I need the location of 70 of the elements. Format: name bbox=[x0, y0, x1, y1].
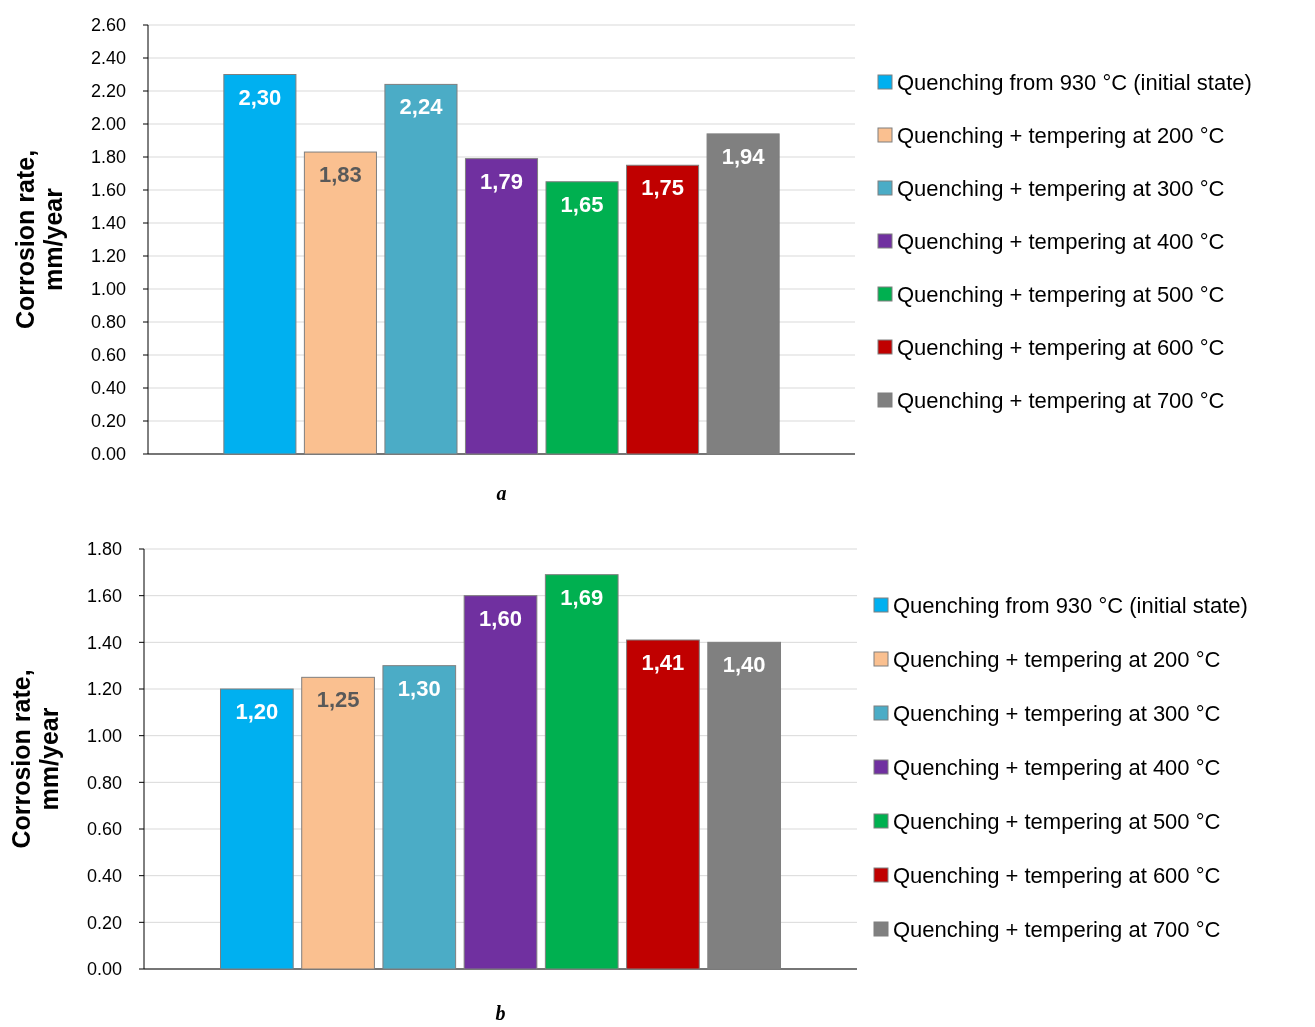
bar bbox=[545, 181, 619, 455]
bar bbox=[464, 158, 539, 455]
bar bbox=[219, 688, 294, 970]
legend-label: Quenching + tempering at 200 °C bbox=[897, 122, 1225, 148]
y-tick-label: 0.20 bbox=[86, 912, 122, 933]
legend-label: Quenching + tempering at 500 °C bbox=[897, 281, 1225, 307]
y-tick-label: 2.40 bbox=[90, 48, 126, 69]
bar bbox=[707, 641, 782, 970]
y-tick-label: 0.80 bbox=[86, 772, 122, 793]
bar bbox=[303, 151, 377, 455]
y-tick-label: 1.40 bbox=[86, 632, 122, 653]
y-tick-label: 0.00 bbox=[86, 959, 122, 980]
data-label: 2,30 bbox=[238, 84, 282, 110]
data-label: 1,83 bbox=[319, 162, 362, 188]
y-tick-label: 1.20 bbox=[86, 679, 122, 700]
y-tick-label: 1.80 bbox=[90, 147, 126, 168]
y-tick-label: 1.00 bbox=[86, 725, 122, 746]
y-tick-label: 1.80 bbox=[86, 539, 122, 560]
legend-label: Quenching from 930 °C (initial state) bbox=[893, 592, 1248, 618]
legend-label: Quenching + tempering at 300 °C bbox=[893, 700, 1221, 726]
data-label: 1,69 bbox=[560, 584, 604, 610]
data-label: 1,79 bbox=[480, 168, 523, 194]
text: b bbox=[495, 1002, 506, 1024]
data-label: 1,94 bbox=[721, 143, 766, 169]
y-tick-label: 1.40 bbox=[90, 213, 126, 234]
bar bbox=[463, 595, 538, 970]
legend-label: Quenching + tempering at 200 °C bbox=[893, 646, 1221, 672]
y-tick-label: 0.20 bbox=[90, 411, 126, 432]
legend-label: Quenching + tempering at 700 °C bbox=[897, 387, 1225, 413]
legend-label: Quenching + tempering at 700 °C bbox=[893, 916, 1221, 942]
data-label: 1,30 bbox=[397, 675, 441, 701]
bar bbox=[544, 574, 619, 970]
data-label: 1,20 bbox=[235, 699, 279, 724]
bar bbox=[382, 665, 457, 970]
y-tick-label: 2.00 bbox=[90, 114, 126, 135]
text: a bbox=[496, 482, 507, 504]
legend-label: Quenching from 930 °C (initial state) bbox=[897, 69, 1252, 95]
bar bbox=[223, 74, 297, 455]
y-tick-label: 2.20 bbox=[90, 81, 126, 102]
bar bbox=[706, 133, 780, 455]
data-label: 1,41 bbox=[641, 650, 685, 675]
y-tick-label: 1.60 bbox=[90, 180, 126, 201]
y-tick-label: 0.80 bbox=[90, 312, 126, 333]
bar bbox=[384, 83, 458, 455]
y-tick-label: 0.60 bbox=[86, 819, 122, 840]
data-label: 1,40 bbox=[722, 652, 766, 678]
data-label: 1,65 bbox=[560, 191, 604, 217]
y-tick-label: 1.60 bbox=[86, 585, 122, 606]
bar bbox=[626, 164, 700, 455]
y-axis-title: Corrosion rate, mm/year bbox=[7, 669, 63, 849]
y-tick-label: 0.00 bbox=[90, 444, 126, 465]
data-label: 1,75 bbox=[641, 175, 684, 201]
legend-label: Quenching + tempering at 600 °C bbox=[893, 862, 1221, 888]
y-tick-label: 0.60 bbox=[90, 345, 126, 366]
y-tick-label: 1.20 bbox=[90, 246, 126, 267]
y-tick-label: 0.40 bbox=[86, 865, 122, 886]
bar bbox=[301, 676, 375, 970]
legend-label: Quenching + tempering at 500 °C bbox=[893, 808, 1221, 834]
bar bbox=[626, 639, 700, 970]
y-tick-label: 0.40 bbox=[90, 378, 126, 399]
y-tick-label: 2.60 bbox=[90, 15, 126, 36]
data-label: 2,24 bbox=[399, 94, 444, 120]
y-tick-label: 1.00 bbox=[90, 279, 126, 300]
data-label: 1,60 bbox=[479, 605, 522, 631]
legend-label: Quenching + tempering at 400 °C bbox=[897, 228, 1225, 254]
legend-label: Quenching + tempering at 400 °C bbox=[893, 754, 1221, 780]
legend-label: Quenching + tempering at 300 °C bbox=[897, 175, 1225, 201]
y-axis-title: Corrosion rate, mm/year bbox=[11, 149, 67, 330]
legend-label: Quenching + tempering at 600 °C bbox=[897, 334, 1225, 360]
data-label: 1,25 bbox=[316, 687, 360, 713]
